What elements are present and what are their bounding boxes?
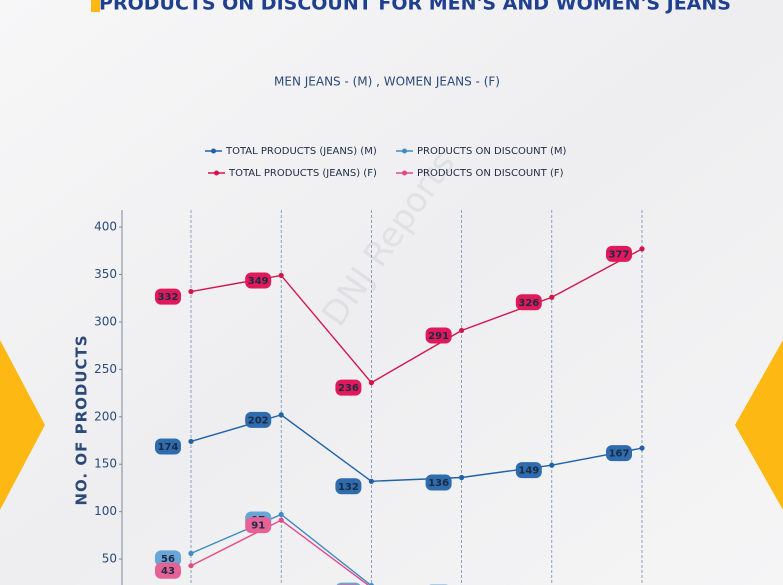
data-label: 174 bbox=[158, 442, 179, 453]
chart-subtitle: MEN JEANS - (M) , WOMEN JEANS - (F) bbox=[274, 75, 500, 89]
data-label: 291 bbox=[428, 331, 449, 342]
data-label-box bbox=[155, 562, 181, 579]
data-label-box bbox=[425, 474, 452, 491]
data-label: 149 bbox=[518, 466, 539, 477]
series-point bbox=[278, 517, 284, 523]
series-point bbox=[459, 327, 465, 334]
y-tick-label: 200 bbox=[94, 409, 117, 423]
decor-right bbox=[735, 340, 783, 510]
series-point bbox=[278, 511, 284, 518]
data-label: 136 bbox=[428, 478, 449, 489]
series-point bbox=[188, 550, 194, 556]
data-label-box bbox=[155, 550, 181, 567]
data-label: 56 bbox=[161, 554, 175, 565]
chart-title: PRODUCTS ON DISCOUNT FOR MEN'S AND WOMEN… bbox=[99, 0, 731, 15]
legend-swatch-dot bbox=[214, 170, 219, 176]
decor-left bbox=[0, 340, 45, 510]
y-axis-label: NO. OF PRODUCTS bbox=[73, 334, 91, 505]
legend-label: PRODUCTS ON DISCOUNT (M) bbox=[417, 146, 566, 157]
series-point bbox=[278, 412, 284, 418]
series-point bbox=[549, 462, 555, 468]
data-label-box bbox=[515, 294, 542, 311]
data-label-box bbox=[336, 582, 361, 585]
data-label-box bbox=[245, 272, 272, 289]
series-point bbox=[278, 272, 284, 279]
data-label: 91 bbox=[251, 521, 265, 532]
y-tick-label: 50 bbox=[102, 552, 117, 566]
series-point bbox=[188, 288, 194, 295]
data-label: 132 bbox=[338, 482, 359, 493]
series-point bbox=[368, 478, 374, 484]
data-label: 43 bbox=[161, 566, 175, 577]
series-point bbox=[639, 445, 645, 451]
data-label-box bbox=[155, 438, 181, 455]
title-marker bbox=[91, 0, 100, 12]
data-label: 236 bbox=[338, 383, 359, 394]
legend-swatch-dot bbox=[402, 148, 407, 154]
legend-label: TOTAL PRODUCTS (JEANS) (M) bbox=[225, 146, 377, 157]
data-label-box bbox=[245, 411, 272, 428]
data-label-box bbox=[425, 327, 452, 344]
data-label-box bbox=[606, 445, 632, 462]
data-label-box bbox=[606, 245, 632, 262]
series-point bbox=[639, 246, 645, 252]
data-label: 326 bbox=[518, 298, 539, 309]
legend-swatch-dot bbox=[402, 170, 407, 176]
data-label: 202 bbox=[248, 415, 269, 426]
data-label: 349 bbox=[248, 276, 269, 287]
data-label: 332 bbox=[158, 292, 179, 303]
series-point bbox=[549, 294, 555, 300]
data-label-box bbox=[335, 379, 362, 396]
series-point bbox=[188, 563, 194, 569]
data-label-box bbox=[515, 462, 542, 479]
data-label: 167 bbox=[609, 449, 630, 460]
legend-label: PRODUCTS ON DISCOUNT (F) bbox=[417, 168, 564, 179]
data-label: 377 bbox=[609, 249, 630, 260]
y-tick-label: 400 bbox=[94, 220, 117, 234]
y-tick-label: 150 bbox=[94, 457, 117, 471]
data-label-box bbox=[155, 288, 181, 305]
y-tick-label: 250 bbox=[94, 362, 117, 376]
y-tick-label: 300 bbox=[94, 314, 117, 328]
series-point bbox=[188, 438, 194, 445]
series-point bbox=[459, 474, 465, 481]
legend-swatch-dot bbox=[211, 148, 216, 154]
series-line bbox=[190, 513, 375, 585]
data-label-box bbox=[245, 517, 272, 534]
data-label-box bbox=[335, 478, 362, 495]
series-point bbox=[368, 380, 374, 386]
y-tick-label: 350 bbox=[94, 267, 117, 281]
y-tick-label: 100 bbox=[94, 504, 117, 518]
legend-label: TOTAL PRODUCTS (JEANS) (F) bbox=[228, 168, 377, 179]
